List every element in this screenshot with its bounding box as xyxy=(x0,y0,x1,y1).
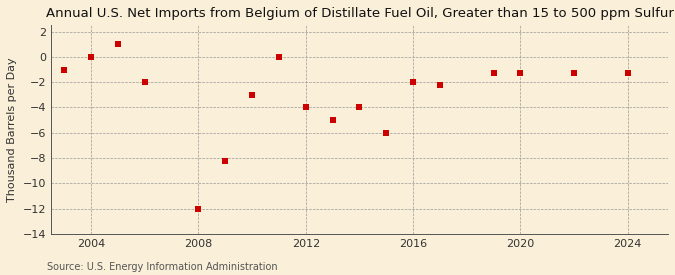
Point xyxy=(220,158,231,163)
Text: Source: U.S. Energy Information Administration: Source: U.S. Energy Information Administ… xyxy=(47,262,278,272)
Point xyxy=(381,131,392,135)
Title: Annual U.S. Net Imports from Belgium of Distillate Fuel Oil, Greater than 15 to : Annual U.S. Net Imports from Belgium of … xyxy=(45,7,674,20)
Point xyxy=(569,71,580,76)
Point xyxy=(247,93,258,97)
Point xyxy=(515,71,526,76)
Point xyxy=(488,71,499,76)
Point xyxy=(86,55,97,59)
Point xyxy=(139,80,150,84)
Point xyxy=(327,118,338,122)
Point xyxy=(408,80,418,84)
Point xyxy=(59,67,70,72)
Y-axis label: Thousand Barrels per Day: Thousand Barrels per Day xyxy=(7,57,17,202)
Point xyxy=(113,42,124,46)
Point xyxy=(193,207,204,211)
Point xyxy=(622,71,633,76)
Point xyxy=(354,105,365,110)
Point xyxy=(273,55,284,59)
Point xyxy=(435,82,446,87)
Point xyxy=(300,105,311,110)
